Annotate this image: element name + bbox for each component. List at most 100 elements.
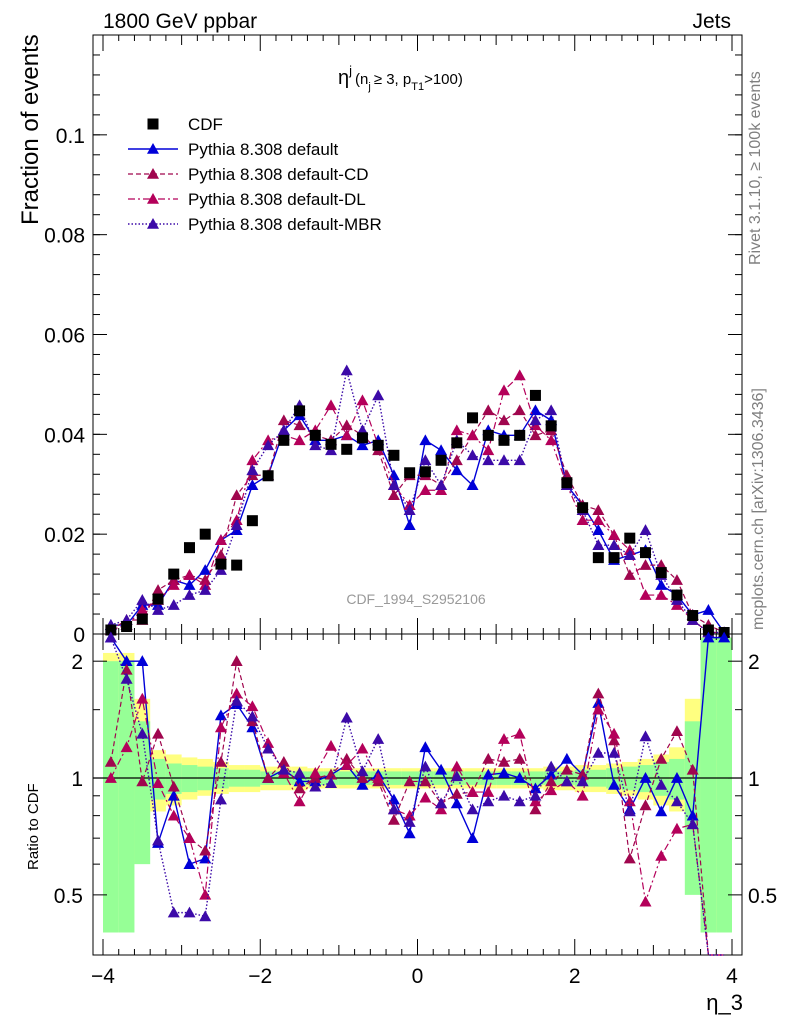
ratio-series-point bbox=[435, 797, 448, 809]
main-series-point bbox=[482, 444, 495, 456]
main-series-point bbox=[277, 424, 290, 436]
cdf-point bbox=[105, 624, 117, 636]
ratio-series-point bbox=[670, 822, 683, 834]
ratio-series-point bbox=[246, 700, 259, 712]
ratio-series-point bbox=[560, 752, 573, 764]
main-ytick-label: 0.02 bbox=[44, 524, 85, 547]
ratio-series-point bbox=[230, 694, 243, 706]
ratio-series-line bbox=[110, 637, 725, 956]
main-series-point bbox=[214, 534, 227, 545]
main-series-point bbox=[513, 369, 526, 381]
ratio-series-point bbox=[450, 797, 463, 809]
ratio-series-point bbox=[387, 813, 400, 825]
ratio-series-point bbox=[482, 768, 495, 780]
ratio-series-point bbox=[199, 888, 212, 900]
ratio-series-line bbox=[110, 692, 725, 956]
ratio-series-point bbox=[199, 844, 212, 856]
header-left: 1800 GeV ppbar bbox=[103, 10, 257, 33]
main-series-point bbox=[545, 404, 558, 416]
main-series-point bbox=[513, 404, 526, 416]
main-series-point bbox=[230, 489, 243, 501]
ratio-series bbox=[104, 631, 731, 869]
legend-label: Pythia 8.308 default-MBR bbox=[188, 215, 382, 234]
ratio-series-point bbox=[419, 760, 432, 772]
ratio-series-point bbox=[513, 727, 526, 739]
cdf-point bbox=[482, 429, 494, 441]
band-green-bin bbox=[165, 763, 182, 794]
cdf-point bbox=[309, 429, 321, 441]
ratio-series-point bbox=[136, 775, 149, 787]
ratio-series-point bbox=[702, 631, 715, 643]
cdf-point bbox=[514, 429, 526, 441]
ratio-series-point bbox=[639, 730, 652, 742]
main-series-point bbox=[529, 429, 542, 441]
ratio-series-point bbox=[545, 784, 558, 796]
main-series-point bbox=[482, 404, 495, 416]
main-series-point bbox=[136, 594, 149, 605]
cdf-point bbox=[577, 502, 589, 514]
ratio-series-point bbox=[655, 778, 668, 790]
ratio-series-point bbox=[262, 772, 275, 783]
ratio-series-point bbox=[277, 763, 290, 775]
ratio-series-point bbox=[120, 663, 133, 675]
cdf-point bbox=[640, 547, 652, 559]
cdf-point bbox=[655, 567, 667, 579]
ratio-series-point bbox=[466, 803, 479, 815]
ratio-series-point bbox=[340, 759, 353, 770]
ratio-series-point bbox=[403, 775, 416, 787]
legend-entry: Pythia 8.308 default-MBR bbox=[128, 215, 382, 234]
main-series-point bbox=[623, 549, 636, 560]
ratio-series-point bbox=[686, 818, 699, 830]
cdf-point bbox=[341, 443, 353, 455]
ratio-series bbox=[104, 655, 725, 956]
main-series-point bbox=[136, 604, 149, 615]
cdf-point bbox=[121, 621, 133, 633]
cdf-point bbox=[325, 438, 337, 450]
main-series-point bbox=[435, 444, 448, 456]
ratio-series-point bbox=[482, 752, 495, 764]
ratio-series-point bbox=[450, 770, 463, 782]
ratio-series-point bbox=[230, 655, 243, 666]
main-series-point bbox=[167, 599, 180, 610]
ratio-series-point bbox=[120, 672, 133, 684]
ratio-series-point bbox=[167, 906, 180, 918]
main-series-point bbox=[340, 364, 353, 376]
ratio-series-point bbox=[325, 768, 338, 780]
main-series-point bbox=[576, 514, 589, 525]
main-series-point bbox=[655, 589, 668, 600]
ratio-series-point bbox=[214, 793, 227, 805]
main-series-point bbox=[152, 604, 165, 615]
ratio-series-point bbox=[545, 768, 558, 780]
ratio-series-point bbox=[608, 778, 621, 790]
main-series-point bbox=[403, 519, 416, 530]
legend-label: CDF bbox=[188, 115, 223, 134]
ratio-xlabel: η_3 bbox=[706, 990, 743, 1015]
cdf-point bbox=[608, 552, 620, 564]
main-ytick-label: 0.06 bbox=[44, 325, 85, 348]
ratio-series-point bbox=[325, 777, 338, 788]
cdf-point bbox=[498, 434, 510, 446]
ratio-series-point bbox=[513, 795, 526, 807]
cdf-point bbox=[262, 470, 274, 482]
main-series-point bbox=[545, 434, 558, 446]
ratio-series-point bbox=[670, 795, 683, 807]
ratio-series-point bbox=[167, 780, 180, 792]
ratio-series-point bbox=[686, 809, 699, 821]
ratio-series-point bbox=[356, 778, 369, 790]
ratio-series-point bbox=[183, 858, 196, 869]
main-series-point bbox=[214, 549, 227, 560]
ratio-series-point bbox=[356, 772, 369, 783]
main-series-point bbox=[497, 454, 510, 466]
main-series-point bbox=[293, 434, 306, 446]
legend-marker-triangle bbox=[147, 168, 159, 179]
ratio-series-point bbox=[104, 631, 117, 643]
ratio-series-point bbox=[497, 767, 510, 778]
ratio-series-point bbox=[513, 772, 526, 783]
ratio-series-point bbox=[545, 775, 558, 787]
ratio-ytick-label: 0.5 bbox=[54, 885, 83, 908]
ratio-series-point bbox=[419, 741, 432, 753]
ratio-series-point bbox=[670, 725, 683, 737]
main-series-point bbox=[482, 454, 495, 466]
ratio-xtick-label: −2 bbox=[248, 965, 272, 988]
ratio-ytick-label-right: 1 bbox=[748, 768, 760, 791]
